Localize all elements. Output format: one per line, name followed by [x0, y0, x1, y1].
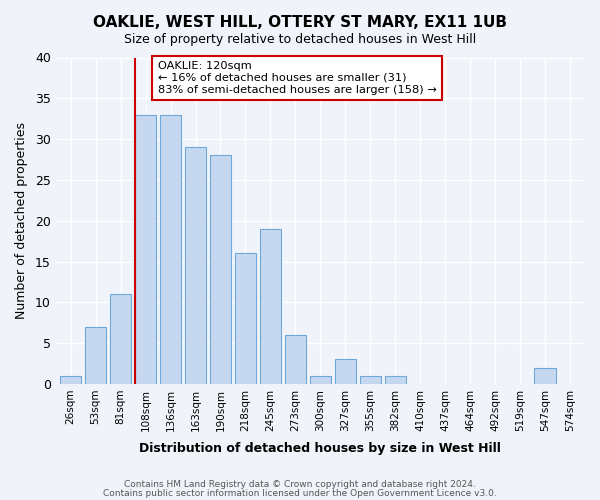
- Bar: [359, 376, 381, 384]
- Text: Contains HM Land Registry data © Crown copyright and database right 2024.: Contains HM Land Registry data © Crown c…: [124, 480, 476, 489]
- Text: OAKLIE: 120sqm
← 16% of detached houses are smaller (31)
83% of semi-detached ho: OAKLIE: 120sqm ← 16% of detached houses …: [158, 62, 437, 94]
- Bar: [110, 294, 131, 384]
- Bar: [285, 335, 306, 384]
- Bar: [310, 376, 331, 384]
- Bar: [385, 376, 406, 384]
- Bar: [135, 114, 156, 384]
- Text: Size of property relative to detached houses in West Hill: Size of property relative to detached ho…: [124, 32, 476, 46]
- X-axis label: Distribution of detached houses by size in West Hill: Distribution of detached houses by size …: [139, 442, 501, 455]
- Bar: [235, 254, 256, 384]
- Bar: [160, 114, 181, 384]
- Text: OAKLIE, WEST HILL, OTTERY ST MARY, EX11 1UB: OAKLIE, WEST HILL, OTTERY ST MARY, EX11 …: [93, 15, 507, 30]
- Bar: [185, 148, 206, 384]
- Bar: [260, 229, 281, 384]
- Text: Contains public sector information licensed under the Open Government Licence v3: Contains public sector information licen…: [103, 488, 497, 498]
- Bar: [60, 376, 81, 384]
- Bar: [535, 368, 556, 384]
- Bar: [210, 156, 231, 384]
- Bar: [335, 360, 356, 384]
- Bar: [85, 327, 106, 384]
- Y-axis label: Number of detached properties: Number of detached properties: [15, 122, 28, 319]
